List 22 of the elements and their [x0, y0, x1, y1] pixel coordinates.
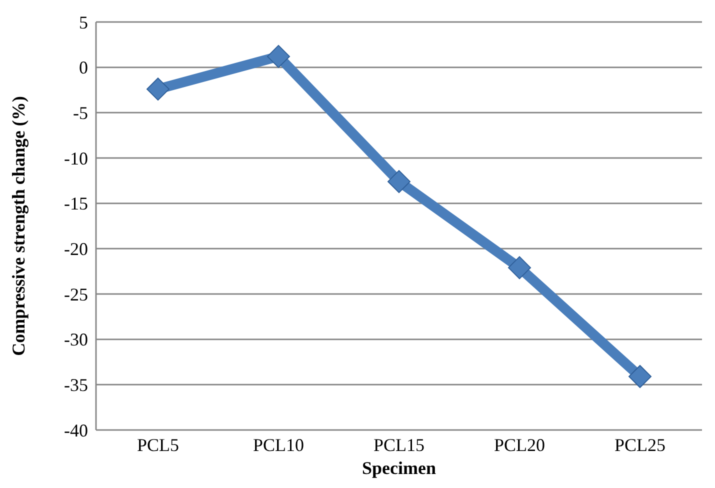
y-tick-label: -5: [73, 103, 88, 124]
y-axis-title: Compressive strength change (%): [8, 96, 28, 356]
y-tick-label: -10: [64, 148, 88, 168]
point: [388, 170, 410, 194]
y-tick-label: -20: [64, 239, 88, 260]
x-axis-title: Specimen: [362, 458, 436, 478]
y-tick-label: 5: [79, 12, 88, 32]
x-tick-label: PCL20: [494, 434, 546, 455]
x-tick-label: PCL5: [136, 434, 180, 455]
point: [146, 78, 170, 101]
point: [508, 256, 531, 280]
x-tick-label: PCL15: [373, 434, 425, 455]
y-tick-label: -25: [64, 284, 88, 304]
y-tick-label: -30: [64, 330, 88, 350]
y-tick-label: -40: [64, 420, 88, 440]
x-tick-label: PCL25: [614, 434, 666, 455]
y-tick-label: -35: [64, 375, 88, 396]
point: [628, 365, 652, 388]
point: [267, 44, 290, 68]
y-tick-label: -15: [64, 194, 88, 214]
y-tick-label: 0: [79, 58, 88, 78]
x-tick-label: PCL10: [252, 434, 304, 455]
